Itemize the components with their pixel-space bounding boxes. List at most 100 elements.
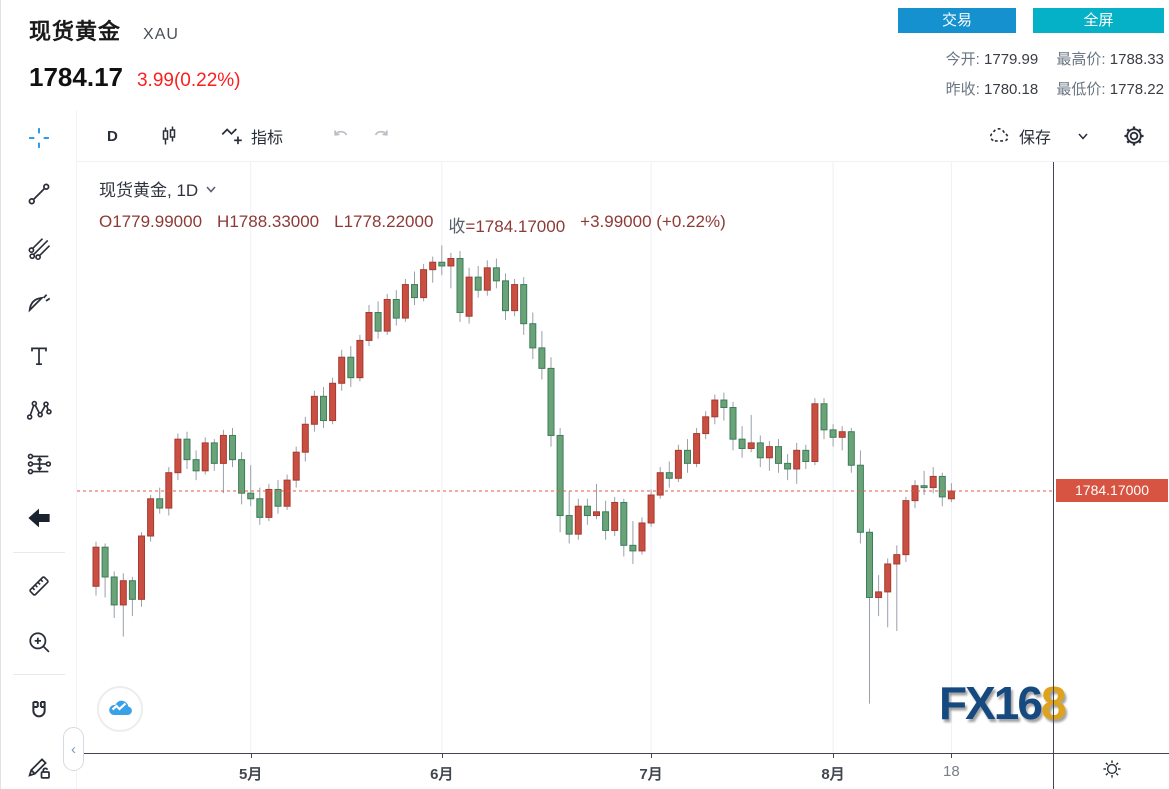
time-axis-label: 5月: [239, 766, 263, 783]
sidebar-collapse-tab[interactable]: ‹: [63, 727, 84, 771]
indicator-wave-icon: [219, 123, 245, 149]
fx168-logo: FX168: [939, 676, 1067, 730]
time-axis-label: 8月: [821, 766, 845, 783]
forecast-measure-icon: [25, 450, 53, 483]
sidebar-divider: [13, 552, 65, 553]
chart-toolbar: D 指标: [77, 110, 1169, 162]
time-axis-tick: [833, 754, 835, 758]
legend-close: 收=1784.17000: [448, 212, 565, 237]
sun-settings-icon: [1100, 757, 1124, 786]
legend-symbol: 现货黄金, 1D: [99, 181, 199, 200]
save-options-caret[interactable]: [1075, 110, 1091, 162]
xabcd-pattern-tool[interactable]: [17, 390, 61, 434]
magnet-tool[interactable]: [17, 692, 61, 736]
redo-icon: [369, 124, 393, 148]
redo-button[interactable]: [369, 110, 393, 162]
text-tool[interactable]: [17, 336, 61, 380]
gear-icon: [1121, 123, 1147, 149]
time-axis-border: [77, 753, 1169, 754]
xabcd-pattern-icon: [25, 396, 53, 429]
undo-button[interactable]: [329, 110, 353, 162]
pitchfork-icon: [25, 234, 53, 267]
gann-fibonacci-tool[interactable]: [17, 282, 61, 326]
arrow-marker-tool[interactable]: [17, 498, 61, 542]
legend-ohlc-row: O1779.99000 H1788.33000 L1778.22000 收=17…: [99, 212, 726, 237]
price-change: 3.99(0.22%): [136, 70, 241, 91]
last-price: 1784.17: [29, 62, 123, 92]
cloud-chart-icon: [106, 696, 134, 723]
prev-close-label: 昨收:: [945, 81, 980, 98]
legend-open: O1779.99000: [99, 212, 203, 231]
trend-line-tool[interactable]: [17, 174, 61, 218]
stats-row-1: 今开: 1779.99 最高价: 1788.33: [946, 48, 1164, 69]
ruler-icon: [25, 572, 53, 605]
fullscreen-button[interactable]: 全屏: [1033, 8, 1164, 33]
low-label: 最低价:: [1056, 81, 1106, 98]
open-value: 1779.99: [984, 51, 1039, 68]
fx168-logo-main: FX16: [939, 677, 1043, 729]
pencil-lock-icon: [24, 751, 54, 786]
sidebar-divider: [13, 674, 65, 675]
open-label: 今开:: [945, 51, 980, 68]
symbol-name: 现货黄金: [29, 19, 122, 44]
zoom-in-icon: [25, 628, 53, 661]
chart-settings-button[interactable]: [1121, 110, 1147, 162]
candlestick-chart: [77, 162, 1053, 753]
indicators-label: 指标: [251, 130, 284, 147]
crosshair-tool[interactable]: [17, 118, 61, 162]
header: 现货黄金 XAU 1784.17 3.99(0.22%) 交易 全屏 今开: 1…: [1, 0, 1169, 110]
time-axis-label: 7月: [639, 766, 663, 783]
chevron-down-icon: [1075, 128, 1091, 144]
low-value: 1778.22: [1109, 81, 1164, 98]
price-axis-border: [1053, 162, 1054, 789]
ruler-tool[interactable]: [17, 566, 61, 610]
legend-close-label: 收: [448, 217, 466, 236]
drawing-lock-tool[interactable]: [17, 746, 61, 789]
trend-line-icon: [25, 180, 53, 213]
high-label: 最高价:: [1056, 51, 1106, 68]
last-price-axis-label: 1784.17000: [1056, 479, 1168, 503]
time-axis-tick: [441, 754, 443, 758]
legend-symbol-row[interactable]: 现货黄金, 1D: [99, 176, 726, 201]
chart-legend: 现货黄金, 1D O1779.99000 H1788.33000 L1778.2…: [99, 176, 726, 237]
interval-button[interactable]: D: [107, 127, 118, 145]
undo-icon: [329, 124, 353, 148]
symbol-code: XAU: [143, 26, 179, 43]
drawing-tools-sidebar: [1, 110, 77, 789]
price-row: 1784.17 3.99(0.22%): [29, 62, 241, 93]
chart-canvas[interactable]: 现货黄金, 1D O1779.99000 H1788.33000 L1778.2…: [77, 162, 1053, 753]
save-button[interactable]: 保存: [985, 110, 1051, 162]
time-axis-settings-button[interactable]: [1100, 757, 1124, 786]
time-axis-corner: [1054, 754, 1169, 789]
text-tool-icon: [25, 342, 53, 375]
time-axis-label: 6月: [430, 766, 454, 783]
pitchfork-tool[interactable]: [17, 228, 61, 272]
cloud-save-icon: [985, 123, 1013, 149]
stats-row-2: 昨收: 1780.18 最低价: 1778.22: [946, 78, 1164, 99]
crosshair-icon: [25, 124, 53, 157]
trade-button[interactable]: 交易: [898, 8, 1016, 33]
forecast-measure-tool[interactable]: [17, 444, 61, 488]
legend-change: +3.99000 (+0.22%): [580, 212, 726, 231]
high-value: 1788.33: [1109, 51, 1164, 68]
symbol-title-row: 现货黄金 XAU: [29, 14, 179, 46]
time-axis-tick: [951, 754, 953, 758]
legend-low: L1778.22000: [334, 212, 434, 231]
save-label: 保存: [1019, 130, 1052, 147]
zoom-in-tool[interactable]: [17, 622, 61, 666]
time-axis-tick: [651, 754, 653, 758]
legend-close-value: =1784.17000: [465, 217, 566, 236]
price-axis[interactable]: 1784.17000: [1053, 162, 1169, 753]
magnet-icon: [24, 697, 54, 732]
time-axis-tick: [250, 754, 252, 758]
candlestick-style-icon: [157, 124, 181, 148]
chart-style-button[interactable]: [157, 110, 181, 162]
provider-logo-button[interactable]: [97, 686, 143, 732]
prev-close-value: 1780.18: [984, 81, 1039, 98]
indicators-button[interactable]: 指标: [219, 110, 283, 162]
gann-fib-icon: [25, 288, 53, 321]
arrow-left-icon: [24, 503, 54, 538]
legend-high: H1788.33000: [217, 212, 320, 231]
time-axis[interactable]: 5月 6月 7月 8月 18: [77, 754, 1053, 789]
